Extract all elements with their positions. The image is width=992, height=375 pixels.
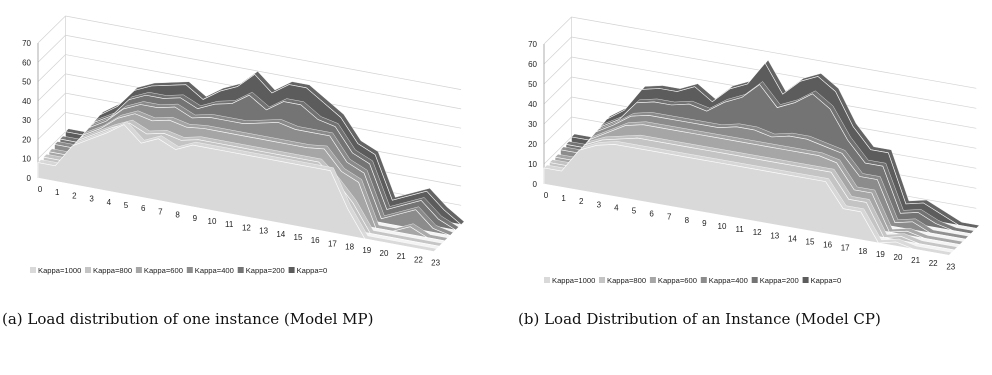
y-tick-label: 10 bbox=[22, 155, 31, 164]
x-tick-label: 0 bbox=[38, 185, 43, 194]
legend-swatch bbox=[700, 277, 707, 283]
x-tick-label: 11 bbox=[225, 220, 234, 229]
legend-swatch bbox=[802, 277, 809, 283]
legend-label: Kappa=0 bbox=[811, 276, 842, 285]
y-tick-label: 40 bbox=[22, 97, 31, 106]
x-tick-label: 16 bbox=[311, 236, 320, 245]
series-area-0 bbox=[543, 144, 949, 256]
x-tick-label: 8 bbox=[685, 216, 690, 225]
x-tick-label: 22 bbox=[929, 259, 938, 268]
x-tick-label: 12 bbox=[753, 228, 762, 237]
chart-panel-a: 0 10 20 30 40 50 60 70 0 1 2 3 4 5 6 7 8 9 10 11 12 13 14 15 16 1… bbox=[2, 0, 472, 300]
legend-swatch bbox=[288, 267, 295, 273]
y-tick-label: 20 bbox=[22, 135, 31, 144]
legend-label: Kappa=1000 bbox=[552, 276, 595, 285]
legend-swatch bbox=[186, 267, 193, 273]
x-tick-label: 21 bbox=[911, 256, 920, 265]
x-tick-label: 21 bbox=[397, 252, 406, 261]
y-tick-label: 60 bbox=[22, 58, 31, 67]
x-tick-label: 9 bbox=[702, 219, 707, 228]
y-tick-label: 40 bbox=[528, 100, 537, 109]
x-tick-label: 7 bbox=[667, 213, 672, 222]
x-tick-label: 1 bbox=[55, 188, 60, 197]
legend-label: Kappa=0 bbox=[297, 266, 328, 275]
x-tick-label: 17 bbox=[841, 244, 850, 253]
legend-swatch bbox=[237, 267, 244, 273]
x-tick-label: 3 bbox=[89, 195, 94, 204]
x-tick-label: 9 bbox=[193, 214, 198, 223]
legend-swatch bbox=[135, 267, 142, 273]
legend-label: Kappa=600 bbox=[144, 266, 183, 275]
x-tick-label: 20 bbox=[380, 249, 389, 258]
legend-label: Kappa=200 bbox=[760, 276, 799, 285]
x-tick-label: 10 bbox=[208, 217, 217, 226]
x-tick-label: 4 bbox=[107, 198, 112, 207]
x-tick-label: 12 bbox=[242, 223, 251, 232]
legend-swatch bbox=[751, 277, 758, 283]
x-tick-label: 15 bbox=[294, 233, 303, 242]
x-tick-label: 8 bbox=[175, 211, 180, 220]
x-tick-label: 3 bbox=[597, 200, 602, 209]
y-tick-label: 60 bbox=[528, 60, 537, 69]
y-tick-label: 70 bbox=[528, 40, 537, 49]
y-tick-label: 70 bbox=[22, 39, 31, 48]
x-tick-label: 6 bbox=[141, 204, 146, 213]
chart-panel-b: 0 10 20 30 40 50 60 70 0 1 2 3 4 5 6 7 8 9 10 11 12 13 14 15 16 1… bbox=[518, 0, 988, 300]
legend-label: Kappa=800 bbox=[93, 266, 132, 275]
y-tick-label: 50 bbox=[528, 80, 537, 89]
y-tick-label: 30 bbox=[528, 120, 537, 129]
x-tick-label: 2 bbox=[579, 197, 584, 206]
x-tick-label: 5 bbox=[124, 201, 129, 210]
y-tick-label: 30 bbox=[22, 116, 31, 125]
x-tick-label: 23 bbox=[431, 259, 440, 268]
series-area-0 bbox=[37, 124, 434, 252]
x-tick-label: 16 bbox=[823, 241, 832, 250]
x-tick-label: 18 bbox=[345, 243, 354, 252]
legend-swatch bbox=[649, 277, 656, 283]
x-tick-label: 0 bbox=[544, 191, 549, 200]
legend-label: Kappa=400 bbox=[195, 266, 234, 275]
x-tick-label: 19 bbox=[876, 250, 885, 259]
x-tick-label: 17 bbox=[328, 239, 337, 248]
caption-a: (a) Load distribution of one instance (M… bbox=[2, 310, 374, 328]
x-tick-label: 1 bbox=[561, 194, 566, 203]
x-tick-label: 2 bbox=[72, 191, 77, 200]
x-tick-label: 14 bbox=[788, 234, 797, 243]
legend-label: Kappa=600 bbox=[658, 276, 697, 285]
x-tick-label: 22 bbox=[414, 255, 423, 264]
x-tick-label: 6 bbox=[649, 210, 654, 219]
x-tick-label: 15 bbox=[806, 238, 815, 247]
x-tick-label: 13 bbox=[259, 227, 268, 236]
x-tick-label: 4 bbox=[614, 203, 619, 212]
legend-label: Kappa=400 bbox=[709, 276, 748, 285]
x-tick-label: 7 bbox=[158, 207, 163, 216]
x-tick-label: 20 bbox=[894, 253, 903, 262]
caption-b: (b) Load Distribution of an Instance (Mo… bbox=[518, 310, 881, 328]
x-tick-label: 14 bbox=[276, 230, 285, 239]
x-tick-label: 5 bbox=[632, 207, 637, 216]
y-tick-label: 0 bbox=[533, 180, 538, 189]
x-tick-label: 10 bbox=[718, 222, 727, 231]
x-tick-label: 13 bbox=[770, 231, 779, 240]
legend-swatch bbox=[85, 267, 91, 273]
legend-label: Kappa=1000 bbox=[38, 266, 81, 275]
y-tick-label: 20 bbox=[528, 140, 537, 149]
legend-swatch bbox=[599, 277, 605, 283]
legend-swatch bbox=[544, 277, 550, 283]
legend-label: Kappa=800 bbox=[607, 276, 646, 285]
x-tick-label: 23 bbox=[946, 262, 955, 271]
legend-swatch bbox=[30, 267, 36, 273]
x-tick-label: 19 bbox=[362, 246, 371, 255]
x-tick-label: 11 bbox=[735, 225, 744, 234]
y-tick-label: 10 bbox=[528, 160, 537, 169]
y-tick-label: 50 bbox=[22, 78, 31, 87]
legend-label: Kappa=200 bbox=[246, 266, 285, 275]
x-tick-label: 18 bbox=[858, 247, 867, 256]
y-tick-label: 0 bbox=[27, 174, 32, 183]
